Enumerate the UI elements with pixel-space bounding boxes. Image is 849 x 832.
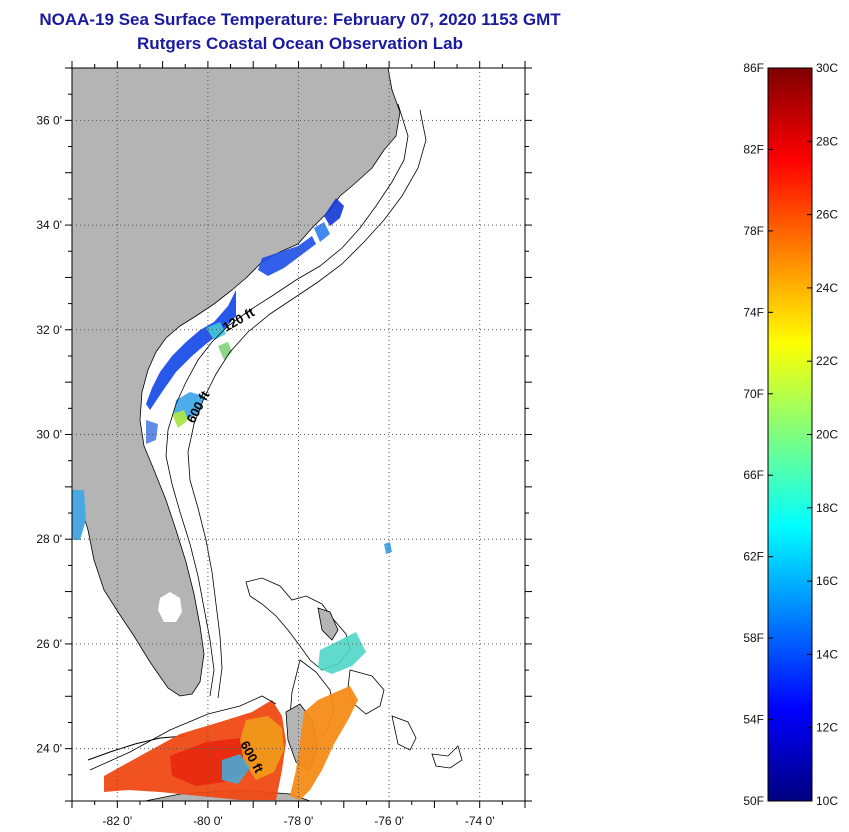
lat-tick-label: 24 0': [36, 742, 62, 756]
colorbar-f-label: 78F: [743, 224, 764, 238]
colorbar-c-label: 24C: [816, 281, 838, 295]
map-axis-ticks: [65, 61, 532, 808]
colorbar-c-label: 14C: [816, 647, 838, 661]
colorbar-c-label: 26C: [816, 208, 838, 222]
lon-tick-label: -74 0': [465, 814, 495, 828]
colorbar-f-label: 54F: [743, 713, 764, 727]
sst-patch-shelf-green: [218, 342, 232, 360]
sst-patch-east-fl: [146, 420, 158, 444]
sst-patch-coastal-cold: [146, 290, 236, 410]
land-mainland: [72, 68, 401, 697]
lat-tick-label: 34 0': [36, 218, 62, 232]
sst-patch-hatteras: [324, 198, 344, 226]
map-axis-labels: -82 0' -80 0' -78 0' -76 0' -74 0' 36 0' 34 0'…: [36, 113, 494, 828]
sst-patch-small-offshore: [384, 542, 392, 554]
colorbar-c-label: 10C: [816, 794, 838, 808]
colorbar-f-label: 62F: [743, 550, 764, 564]
lat-tick-label: 28 0': [36, 532, 62, 546]
sst-patch-georgia-warm: [172, 410, 188, 428]
colorbar-f-label: 66F: [743, 468, 764, 482]
colorbar: 86F 82F 78F 74F 70F 66F 62F 58F 54F 50F 30C 28C 26C…: [743, 61, 838, 808]
isobath-120ft: [165, 103, 409, 697]
lat-tick-label: 36 0': [36, 113, 62, 127]
lake-okeechobee: [158, 592, 182, 622]
colorbar-f-label: 58F: [743, 631, 764, 645]
sst-patch-mixed-band: [240, 716, 284, 780]
lat-tick-label: 32 0': [36, 323, 62, 337]
land-florida-keys: [87, 735, 186, 761]
colorbar-f-label: 82F: [743, 142, 764, 156]
sst-patch-tongue-east: [290, 686, 358, 800]
lon-tick-label: -80 0': [193, 814, 223, 828]
colorbar-c-label: 28C: [816, 134, 838, 148]
colorbar-ramp: [767, 67, 813, 802]
map-title: NOAA-19 Sea Surface Temperature: Februar…: [39, 10, 561, 29]
sst-patch-carolina-coast: [258, 236, 316, 276]
colorbar-fahrenheit-scale: 86F 82F 78F 74F 70F 66F 62F 58F 54F 50F: [743, 61, 773, 808]
sst-patch-cold-streak: [222, 754, 250, 784]
colorbar-c-label: 30C: [816, 61, 838, 75]
sst-patch-bahamas-shelf: [318, 632, 366, 674]
colorbar-celsius-scale: 30C 28C 26C 24C 22C 20C 18C 16C 14C 12C 10C: [807, 61, 838, 808]
lat-tick-label: 26 0': [36, 637, 62, 651]
bahamas-bank-outline-4: [391, 715, 417, 751]
bahamas-bank-outline-5: [431, 745, 463, 769]
sst-patch-onslow: [314, 222, 330, 242]
lat-tick-label: 30 0': [36, 428, 62, 442]
land-abaco: [317, 607, 339, 641]
colorbar-f-label: 70F: [743, 387, 764, 401]
sst-patch-shelf-cyan: [206, 322, 226, 340]
colorbar-c-label: 20C: [816, 428, 838, 442]
colorbar-f-label: 86F: [743, 61, 764, 75]
colorbar-c-label: 12C: [816, 721, 838, 735]
map-content: [72, 68, 525, 801]
lon-tick-label: -82 0': [102, 814, 132, 828]
colorbar-f-label: 50F: [743, 794, 764, 808]
isobath-600ft: [187, 109, 427, 699]
lon-tick-label: -78 0': [284, 814, 314, 828]
colorbar-c-label: 22C: [816, 354, 838, 368]
colorbar-c-label: 18C: [816, 501, 838, 515]
map-subtitle: Rutgers Coastal Ocean Observation Lab: [137, 34, 463, 53]
sst-patch-gulf-west: [72, 490, 86, 540]
colorbar-c-label: 16C: [816, 574, 838, 588]
colorbar-f-label: 74F: [743, 305, 764, 319]
lon-tick-label: -76 0': [374, 814, 404, 828]
isobath-600ft-straits: [89, 695, 277, 771]
